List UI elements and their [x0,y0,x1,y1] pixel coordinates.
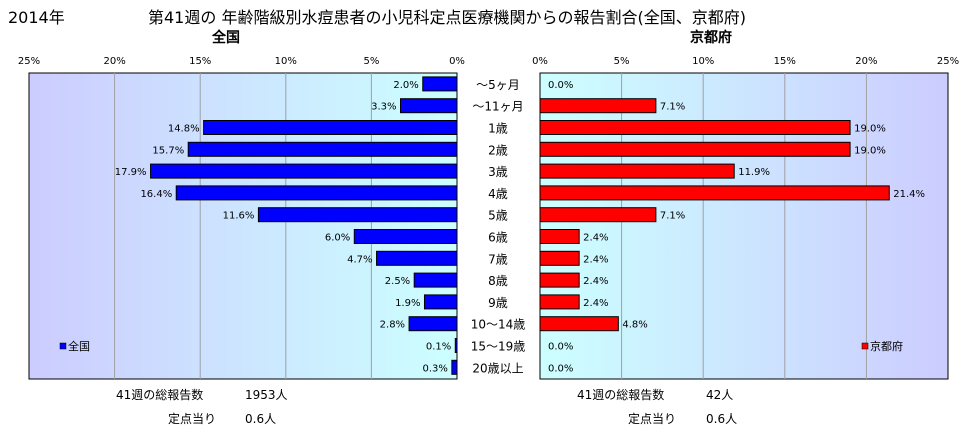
right-plot-area [539,72,949,380]
left-bar [187,141,458,157]
left-bar [454,338,458,353]
right-total-value: 42人 [706,388,734,402]
left-panel-title: 全国 [212,30,240,46]
right-bar [539,163,735,179]
left-data-label: 17.9% [115,167,147,178]
right-legend-label: 京都府 [870,339,903,353]
right-bar [539,229,580,244]
left-data-label: 4.7% [347,254,372,265]
left-data-label: 15.7% [152,145,184,156]
right-data-label: 11.9% [738,167,770,178]
right-tick-label: 0% [532,56,548,67]
right-bar [539,141,851,157]
right-bar [539,98,657,114]
left-data-label: 1.9% [395,298,420,309]
category-label: 4歳 [488,187,508,201]
left-bar [413,272,458,288]
left-bar [376,250,458,266]
left-bar [423,294,458,310]
left-tick-label: 25% [18,56,40,67]
left-data-label: 2.8% [380,320,405,331]
right-tick-label: 5% [614,56,630,67]
right-total-label: 41週の総報告数 [577,388,665,402]
right-panel-title: 京都府 [690,30,732,46]
right-data-label: 2.4% [583,276,608,287]
right-data-label: 7.1% [660,102,685,113]
left-total-value: 1953人 [245,388,288,402]
chart-title: 第41週の 年齢階級別水痘患者の小児科定点医療機関からの報告割合(全国、京都府) [148,8,746,27]
left-bar [175,185,458,201]
left-legend-swatch [59,342,67,350]
right-data-label: 2.4% [583,233,608,244]
left-data-label: 0.3% [422,363,447,374]
left-legend-label: 全国 [68,339,90,353]
right-bar [539,185,890,201]
right-data-label: 4.8% [622,320,647,331]
right-bar [539,316,619,332]
chart-year: 2014年 [8,8,65,27]
right-data-label: 0.0% [548,80,573,91]
left-bar [353,229,458,244]
right-bar [539,272,580,288]
category-label: 6歳 [488,231,508,245]
left-bar [203,120,458,135]
category-label: 2歳 [488,143,508,157]
left-data-label: 11.6% [223,211,255,222]
left-bar [257,207,458,223]
left-bar [150,163,458,179]
left-bar [400,98,458,114]
category-label: 9歳 [488,296,508,310]
right-legend-swatch [861,342,869,350]
category-label: ～5ヶ月 [476,78,520,92]
right-bar [539,120,851,135]
right-bar [539,207,657,223]
left-data-label: 3.3% [371,102,396,113]
right-tick-label: 25% [937,56,959,67]
right-data-label: 19.0% [854,124,886,135]
left-bar [408,316,458,332]
category-label: ～11ヶ月 [472,100,523,114]
left-bar [422,76,458,92]
left-tick-label: 0% [449,56,465,67]
category-label: 8歳 [488,274,508,288]
right-data-label: 2.4% [583,298,608,309]
category-label: 5歳 [488,209,508,223]
category-label: 1歳 [488,122,508,136]
category-label: 7歳 [488,252,508,266]
right-data-label: 0.0% [548,363,573,374]
right-tick-label: 15% [774,56,796,67]
right-data-label: 21.4% [893,189,925,200]
left-plot-area [28,72,458,380]
category-label: 10～14歳 [471,318,526,332]
right-data-label: 19.0% [854,145,886,156]
left-bar [451,359,458,375]
left-per-value: 0.6人 [245,412,277,426]
right-per-value: 0.6人 [706,412,738,426]
left-data-label: 14.8% [168,124,200,135]
right-tick-label: 20% [855,56,877,67]
right-data-label: 7.1% [660,211,685,222]
category-label: 15～19歳 [471,340,526,354]
right-tick-label: 10% [692,56,714,67]
right-data-label: 0.0% [548,342,573,353]
left-per-label: 定点当り [168,412,217,426]
left-data-label: 0.1% [426,342,451,353]
right-per-label: 定点当り [628,412,677,426]
right-data-label: 2.4% [583,254,608,265]
left-tick-label: 10% [275,56,297,67]
category-label: 20歳以上 [472,361,523,375]
left-data-label: 16.4% [140,189,172,200]
left-tick-label: 20% [103,56,125,67]
right-bar [539,250,580,266]
left-tick-label: 5% [363,56,379,67]
category-label: 3歳 [488,165,508,179]
left-tick-label: 15% [189,56,211,67]
right-bar [539,294,580,310]
left-data-label: 2.0% [393,80,418,91]
left-total-label: 41週の総報告数 [116,388,204,402]
left-data-label: 6.0% [325,233,350,244]
left-data-label: 2.5% [385,276,410,287]
